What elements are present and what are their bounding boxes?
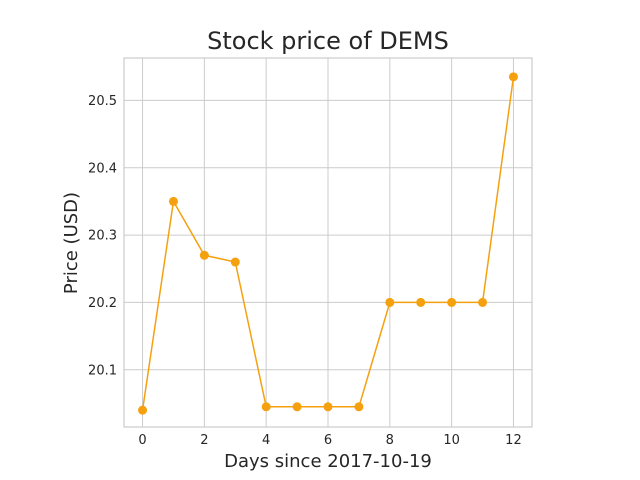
y-tick-label: 20.2 (88, 296, 117, 311)
data-point (508, 72, 518, 82)
y-axis-label: Price (USD) (61, 192, 82, 294)
tick-layer: 0 2 4 6 8 10 12 20.1 20.2 20.3 20.4 20.5 (88, 94, 522, 448)
x-axis-label: Days since 2017-10-19 (224, 451, 432, 472)
x-tick-label: 6 (324, 433, 332, 448)
data-point (230, 257, 240, 267)
series-layer (138, 72, 518, 415)
grid-layer (124, 58, 532, 427)
data-point (323, 402, 333, 412)
x-tick-label: 8 (386, 433, 394, 448)
plot-frame (123, 57, 533, 428)
data-point (199, 250, 209, 260)
data-point (261, 402, 271, 412)
data-point (292, 402, 302, 412)
data-point (447, 297, 457, 307)
x-tick-label: 2 (200, 433, 208, 448)
y-tick-label: 20.4 (88, 161, 117, 176)
chart-title: Stock price of DEMS (207, 27, 449, 55)
x-tick-label: 4 (262, 433, 270, 448)
y-tick-label: 20.5 (88, 94, 117, 109)
data-point (416, 297, 426, 307)
data-point (138, 405, 148, 415)
x-tick-label: 10 (443, 433, 460, 448)
x-tick-label: 0 (138, 433, 146, 448)
data-point (478, 297, 488, 307)
y-tick-label: 20.3 (88, 229, 117, 244)
data-point (168, 196, 178, 206)
y-tick-label: 20.1 (88, 363, 117, 378)
data-point (385, 297, 395, 307)
data-point (354, 402, 364, 412)
x-tick-label: 12 (505, 433, 522, 448)
